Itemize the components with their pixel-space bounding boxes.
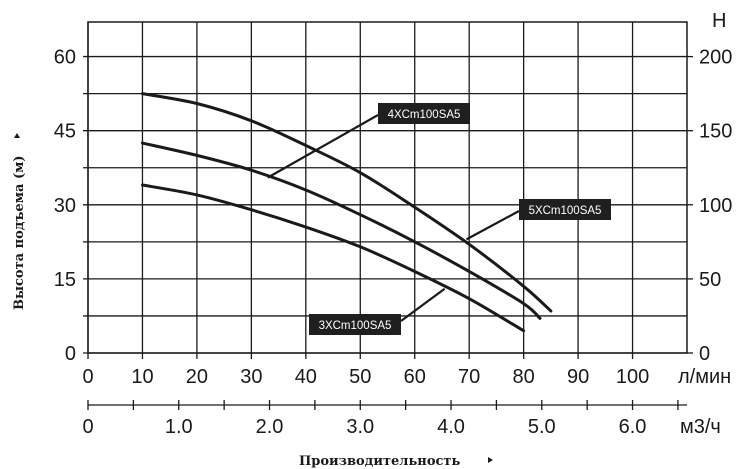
tick-labels: 0 10 20 30 40 50 60 70 80 90 100 0 15 30 45 60 0 50 100 150… <box>54 47 733 388</box>
series-label-4XCm100SA5: 4XCm100SA5 <box>388 109 461 121</box>
x2-unit-label: м3/ч <box>680 416 721 438</box>
x-tick-label: 0 <box>82 366 93 388</box>
x-tick-label: 50 <box>349 366 371 388</box>
series-line-4XCm100SA5 <box>140 92 553 313</box>
x-tick-label: 20 <box>186 366 208 388</box>
x-tick-label: 80 <box>513 366 535 388</box>
secondary-x-axis: 0 1.0 2.0 3.0 4.0 5.0 6.0 <box>82 400 687 438</box>
series-line-3XCm100SA5 <box>140 183 526 333</box>
y2-tick-label: 200 <box>699 47 732 69</box>
x-tick-label: 60 <box>404 366 426 388</box>
x-tick-label: 100 <box>616 366 649 388</box>
y-tick-label: 15 <box>54 269 76 291</box>
x-axis-arrow-icon <box>488 457 493 463</box>
series-label-box-4XCm100SA5 <box>378 103 470 124</box>
y-tick-label: 45 <box>54 121 76 143</box>
series-label-box-3XCm100SA5 <box>309 314 401 335</box>
y-axis-title-text: Высота подъема (м) <box>12 155 27 310</box>
y-tick-label: 0 <box>65 343 76 365</box>
y2-unit-label: H <box>712 10 726 32</box>
series-label-5XCm100SA5: 5XCm100SA5 <box>529 205 602 217</box>
x-tick-label: 30 <box>240 366 262 388</box>
y2-tick-label: 150 <box>699 121 732 143</box>
x2-tick-label: 2.0 <box>256 416 284 438</box>
y-axis-arrow-icon <box>14 133 20 138</box>
y-tick-label: 60 <box>54 47 76 69</box>
x-tick-label: 40 <box>295 366 317 388</box>
x-tick-label: 70 <box>458 366 480 388</box>
y2-tick-label: 100 <box>699 195 732 217</box>
x-axis-title-text: Производительность <box>299 454 460 469</box>
x2-tick-label: 5.0 <box>528 416 556 438</box>
leader-line-3XCm100SA5 <box>400 287 446 322</box>
series-label-box-5XCm100SA5 <box>519 199 611 220</box>
x2-tick-label: 6.0 <box>619 416 647 438</box>
x2-tick-label: 3.0 <box>346 416 374 438</box>
plot-frame <box>87 21 688 354</box>
y2-tick-label: 0 <box>699 343 710 365</box>
x2-tick-label: 1.0 <box>165 416 193 438</box>
y-axis-title: Высота подъема (м) <box>12 133 27 310</box>
y-tick-label: 30 <box>54 195 76 217</box>
x-tick-label: 10 <box>131 366 153 388</box>
x2-tick-label: 4.0 <box>437 416 465 438</box>
y2-tick-label: 50 <box>699 269 721 291</box>
x2-tick-label: 0 <box>82 416 93 438</box>
series-label-3XCm100SA5: 3XCm100SA5 <box>319 320 392 332</box>
x-unit-label: л/мин <box>678 366 731 388</box>
series-curves <box>140 92 553 333</box>
leader-line-4XCm100SA5 <box>267 114 379 179</box>
series-labels: 4XCm100SA5 5XCm100SA5 3XCm100SA5 <box>267 103 611 335</box>
leader-line-5XCm100SA5 <box>465 210 520 241</box>
x-axis-title: Производительность <box>299 454 493 469</box>
x-tick-label: 90 <box>567 366 589 388</box>
series-line-5XCm100SA5 <box>140 141 542 320</box>
